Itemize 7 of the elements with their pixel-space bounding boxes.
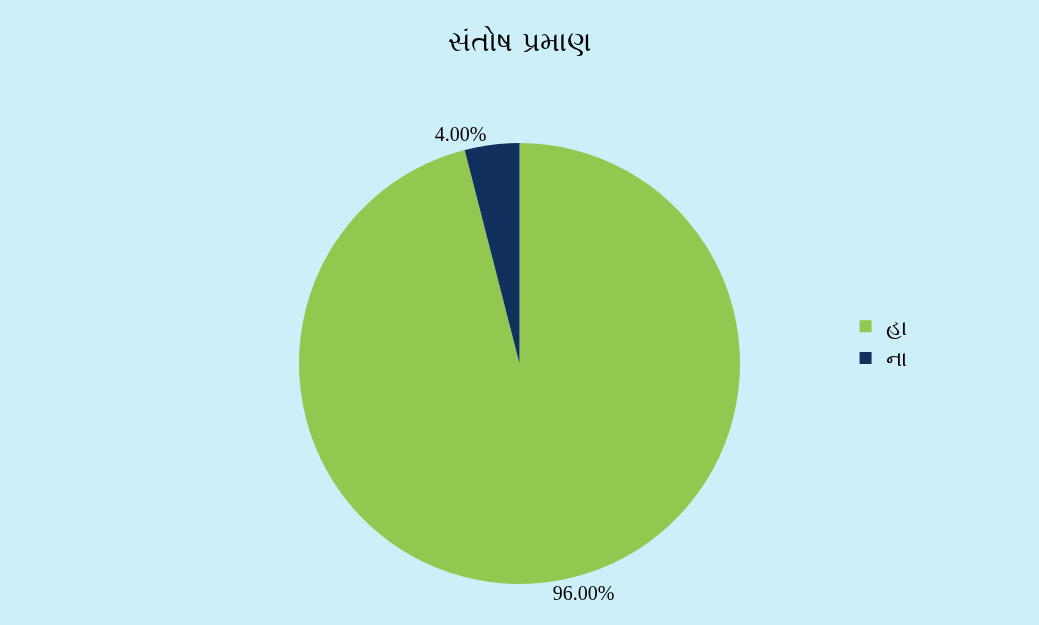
legend-label: ના [885,346,907,372]
data-label: 96.00% [552,582,615,605]
pie-slice [464,143,520,364]
chart-title: સંતોષ પ્રમાણ [448,24,591,58]
data-label: 4.00% [434,122,487,145]
pie-slice [299,143,740,584]
legend-label: હા [885,314,907,340]
